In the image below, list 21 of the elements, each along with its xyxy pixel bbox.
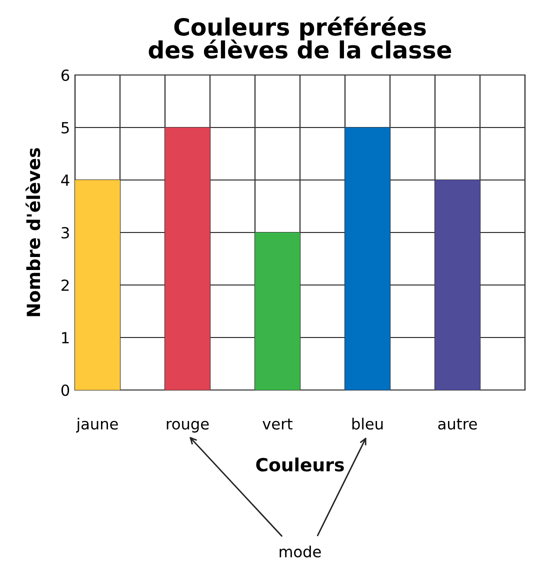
x-tick-label: rouge	[166, 420, 209, 433]
bar	[165, 128, 210, 390]
text: mode	[280, 546, 321, 558]
y-tick-label: 3	[62, 226, 69, 239]
chart-title: Couleurs préférées des élèves de la classe	[148, 16, 452, 59]
bar	[255, 232, 300, 390]
y-tick-label: 2	[62, 279, 69, 291]
bar	[435, 180, 480, 390]
x-axis-title: Couleurs	[256, 458, 344, 472]
y-axis-title: Nombre d'élèves	[26, 148, 40, 316]
x-tick-label: jaune	[76, 418, 118, 433]
x-tick-label: bleu	[352, 418, 383, 430]
y-tick-label: 6	[61, 69, 70, 82]
y-tick-label: 5	[62, 122, 69, 134]
y-tick-label: 0	[61, 384, 70, 396]
x-tick-label: vert	[262, 418, 292, 430]
x-tick-label: autre	[438, 418, 477, 430]
y-tick-label: 1	[62, 332, 69, 344]
bar	[345, 128, 390, 390]
y-tick-label: 4	[61, 174, 70, 186]
bar	[75, 180, 120, 390]
